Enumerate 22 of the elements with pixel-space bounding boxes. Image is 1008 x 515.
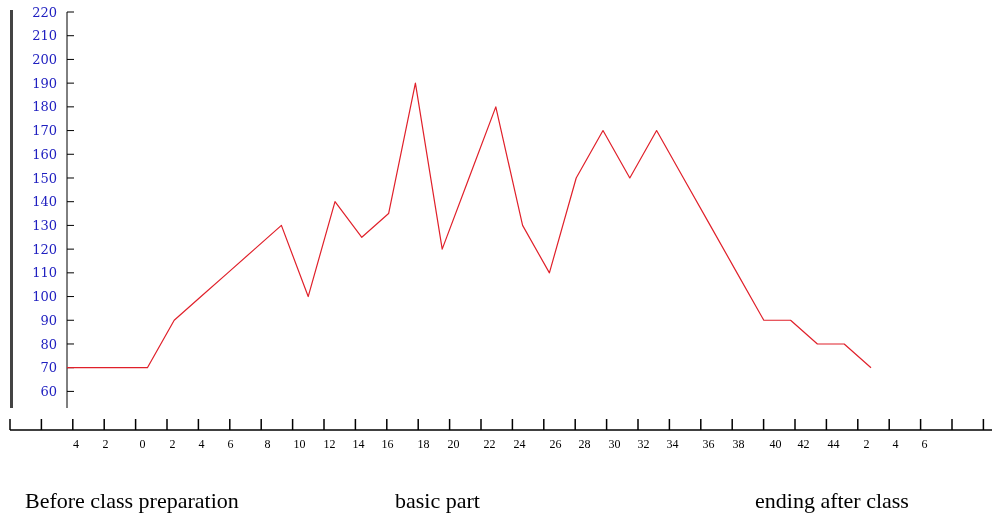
y-tick-label: 180 (32, 99, 57, 115)
y-tick-label: 90 (40, 312, 57, 328)
y-tick-label: 150 (32, 170, 57, 186)
y-tick-label: 220 (32, 4, 57, 20)
y-tick-label: 210 (32, 28, 57, 44)
line-series (66, 82, 872, 369)
y-tick-label: 200 (32, 51, 57, 67)
text: Before class preparation (25, 488, 239, 513)
y-tick-label: 110 (32, 265, 57, 281)
text: ending after class (755, 488, 909, 513)
y-tick-label: 190 (32, 75, 57, 91)
y-tick-label: 100 (32, 289, 57, 305)
y-tick-label: 160 (32, 146, 57, 162)
text: 4 2 0 2 4 6 8 10 12 14 16 18 20 22 24 26 28 30 32 34 36 38 40 42 44 2 4 6 (73, 437, 928, 451)
y-tick-label: 80 (40, 336, 57, 352)
text: basic part (395, 488, 480, 513)
y-tick-label: 130 (32, 217, 57, 233)
y-tick-label: 70 (40, 360, 57, 376)
y-tick-label: 140 (32, 194, 57, 210)
y-tick-label: 120 (32, 241, 57, 257)
y-tick-label: 170 (32, 123, 57, 139)
y-tick-label: 60 (40, 383, 57, 399)
